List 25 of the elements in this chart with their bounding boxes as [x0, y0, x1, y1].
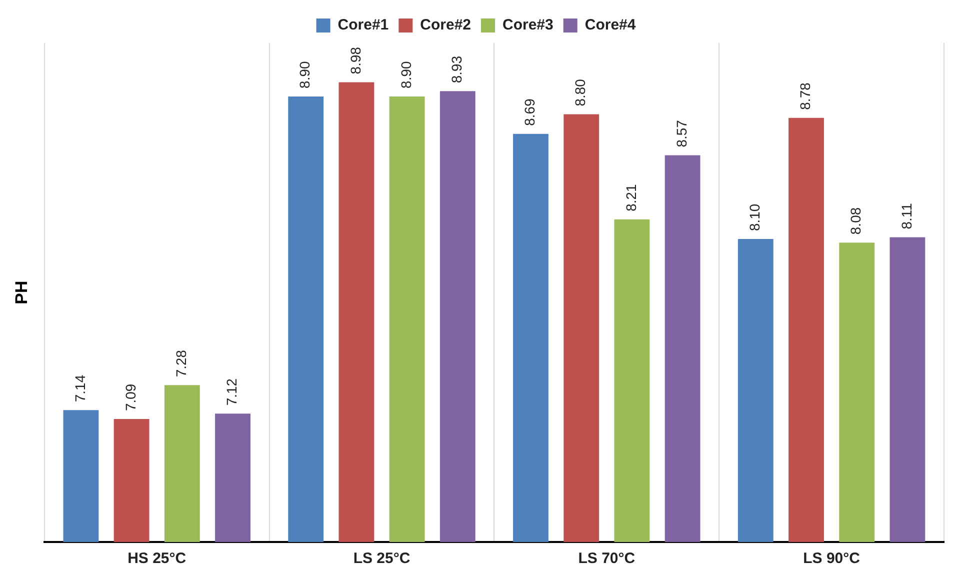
data-label: 8.98: [347, 46, 364, 74]
x-tick-label: HS 25°C: [128, 550, 186, 568]
data-label: 8.69: [522, 98, 538, 126]
data-label: 8.21: [622, 184, 639, 212]
data-label: 8.93: [448, 56, 465, 84]
legend-label: Core#1: [338, 16, 389, 34]
data-label: 8.08: [848, 207, 864, 235]
data-label: 8.90: [398, 61, 414, 88]
data-label: 8.78: [797, 82, 814, 110]
data-label: 8.10: [746, 204, 763, 232]
data-label: 7.09: [122, 384, 138, 412]
x-tick-label: LS 70°C: [578, 550, 636, 568]
x-tick-label: LS 90°C: [803, 550, 860, 568]
data-label: 7.28: [173, 350, 190, 378]
data-label: 8.11: [898, 202, 914, 230]
x-tick-label: LS 25°C: [353, 550, 410, 568]
data-label: 8.90: [296, 61, 313, 88]
y-axis-title: PH: [12, 280, 31, 304]
legend-label: Core#3: [502, 16, 554, 34]
legend-label: Core#2: [420, 16, 471, 34]
data-label: 7.12: [224, 378, 240, 406]
legend-label: Core#4: [584, 16, 636, 34]
data-label: 7.14: [72, 374, 88, 402]
data-label: 8.57: [673, 120, 690, 148]
data-label: 8.80: [572, 78, 588, 106]
